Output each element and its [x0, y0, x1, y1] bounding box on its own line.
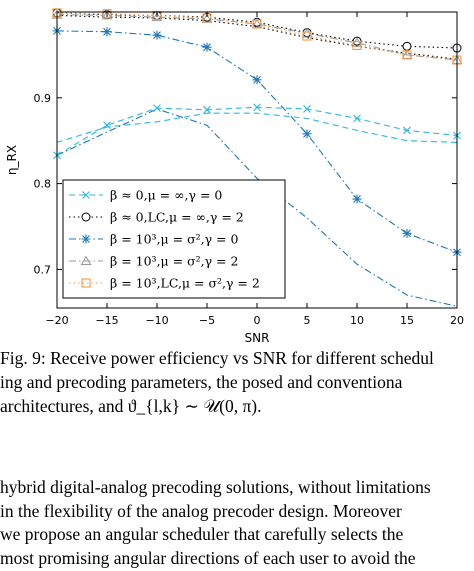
data-point-x	[253, 103, 261, 112]
data-point-x	[353, 114, 361, 123]
data-point-star	[202, 42, 212, 52]
body-line-1: hybrid digital-analog precoding solution…	[0, 477, 431, 497]
data-point-star	[81, 234, 91, 244]
series-line-unmarked	[56, 108, 458, 307]
body-text: hybrid digital-analog precoding solution…	[0, 476, 474, 570]
data-point-circle	[402, 41, 412, 51]
body-line-2: in the flexibility of the analog precode…	[0, 500, 402, 521]
legend-label: β ≈ 0,μ = ∞,γ = 0	[110, 188, 222, 203]
data-point-triangle	[80, 255, 92, 265]
x-tick-label: −10	[145, 314, 168, 327]
x-tick-label: 5	[304, 314, 311, 327]
caption-line-2: ing and precoding parameters, the posed …	[0, 372, 403, 392]
data-point-square	[302, 31, 312, 41]
data-point-square	[152, 10, 162, 20]
caption-line-1: Fig. 9: Receive power efficiency vs SNR …	[0, 348, 434, 368]
body-line-3: we propose an angular scheduler that car…	[0, 524, 404, 544]
y-tick-label: 0.9	[34, 92, 52, 105]
data-point-square	[352, 40, 362, 51]
x-tick-label: 20	[450, 314, 464, 327]
chart: β ≈ 0,μ = ∞,γ = 0 β ≈ 0,LC,μ = ∞,γ = 2 β =…	[5, 8, 464, 345]
series-line-unmarked	[56, 112, 458, 143]
data-point-star	[402, 228, 412, 238]
series-line-1	[56, 106, 458, 156]
data-point-x	[303, 105, 311, 113]
x-tick-label: 15	[400, 314, 414, 327]
y-tick-label: 0.8	[34, 178, 52, 191]
data-point-triangle	[351, 37, 363, 47]
legend-label: β = 10³,LC,μ = σ²,γ = 2	[110, 276, 260, 291]
data-point-x	[153, 104, 161, 112]
x-tick-label: −5	[199, 314, 215, 327]
data-point-square	[402, 50, 412, 60]
data-point-x	[82, 191, 90, 199]
data-point-star	[252, 75, 262, 85]
legend-label: β ≈ 0,LC,μ = ∞,γ = 2	[110, 210, 244, 225]
data-point-triangle	[151, 11, 163, 22]
data-point-x	[103, 121, 111, 130]
x-tick-label: 0	[254, 314, 261, 327]
data-point-x	[203, 105, 211, 114]
x-tick-label: −20	[45, 314, 68, 327]
y-axis-label: η_RX	[5, 145, 19, 175]
series-line-4	[56, 14, 458, 61]
x-axis-ticks: −20 −15 −10 −5 0 5 10 15 20	[45, 12, 464, 327]
x-axis-label: SNR	[245, 331, 270, 345]
caption-line-3: architectures, and ϑ_{l,k} ∼ 𝒰(0, π).	[0, 396, 262, 416]
figure-caption: Fig. 9: Receive power efficiency vs SNR …	[0, 346, 474, 418]
data-point-square	[102, 9, 112, 19]
data-point-star	[302, 129, 312, 139]
x-tick-label: −15	[95, 314, 118, 327]
legend-label: β = 10³,μ = σ²,γ = 0	[110, 232, 238, 247]
legend: β ≈ 0,μ = ∞,γ = 0 β ≈ 0,LC,μ = ∞,γ = 2 β =…	[62, 179, 286, 299]
data-point-star	[152, 30, 162, 40]
series-line-3	[56, 30, 458, 253]
legend-label: β = 10³,μ = σ²,γ = 2	[110, 254, 238, 269]
y-tick-label: 0.7	[34, 263, 52, 276]
body-line-4: most promising angular directions of eac…	[0, 547, 416, 568]
data-point-x	[403, 126, 411, 135]
data-point-square	[252, 19, 262, 29]
data-point-star	[102, 27, 112, 37]
data-point-circle	[81, 212, 91, 222]
data-point-triangle	[301, 27, 313, 38]
y-axis-ticks: 0.7 0.8 0.9	[34, 92, 457, 276]
data-point-square	[81, 278, 91, 288]
data-point-triangle	[101, 9, 113, 20]
x-tick-label: 10	[350, 314, 364, 327]
data-point-star	[352, 194, 362, 204]
